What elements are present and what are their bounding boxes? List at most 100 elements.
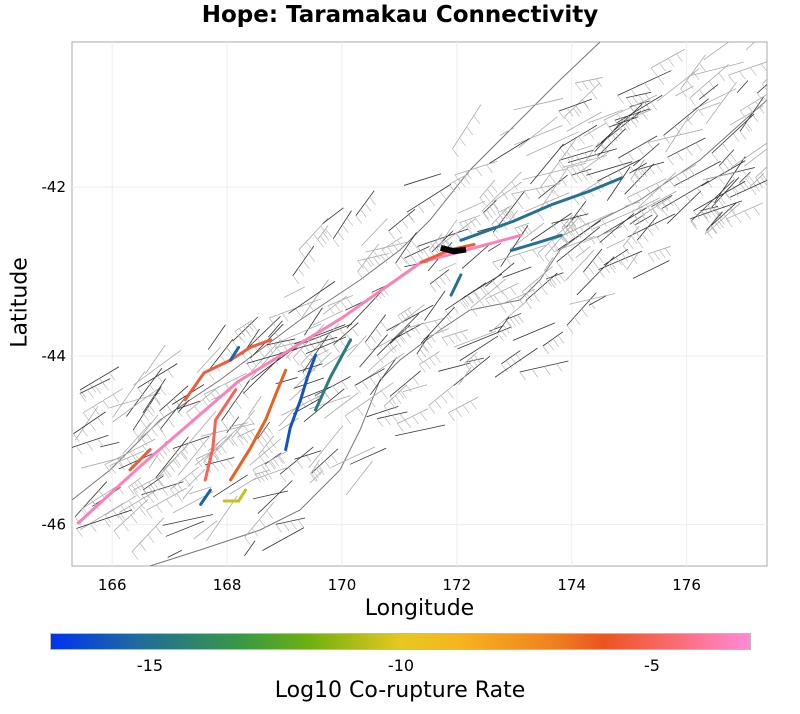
background-fault	[587, 109, 623, 124]
fault-dip-tick	[573, 197, 580, 206]
background-fault	[595, 111, 642, 148]
fault-dip-tick	[510, 356, 518, 366]
background-fault	[485, 262, 515, 288]
rupture-trace	[314, 338, 353, 412]
fault-dip-tick	[500, 328, 507, 338]
fault-dip-tick	[488, 293, 495, 302]
fault-dip-tick	[760, 176, 767, 185]
fault-dip-tick	[505, 360, 513, 369]
fault-dip-tick	[504, 208, 512, 218]
background-fault	[633, 161, 665, 172]
fault-dip-tick	[128, 500, 135, 509]
fault-dip-tick	[521, 291, 529, 300]
y-tick-label: -44	[42, 347, 67, 365]
fault-dip-tick	[470, 357, 478, 366]
fault-dip-tick	[157, 375, 164, 384]
background-fault	[729, 179, 767, 198]
background-fault	[627, 213, 676, 238]
fault-dip-tick	[117, 514, 125, 523]
fault-dip-tick	[112, 394, 120, 403]
fault-dip-tick	[564, 116, 571, 125]
fault-dip-tick	[170, 488, 177, 498]
fault-dip-tick	[566, 325, 574, 334]
fault-dip-tick	[575, 82, 582, 92]
fault-dip-tick	[657, 76, 665, 85]
background-fault	[511, 183, 561, 195]
fault-dip-tick	[292, 275, 300, 284]
background-fault	[193, 520, 218, 540]
fault-dip-tick	[429, 357, 436, 367]
background-fault	[485, 282, 519, 300]
background-fault	[690, 61, 745, 76]
fault-dip-tick	[508, 211, 516, 220]
fault-dip-tick	[446, 240, 453, 249]
background-fault	[248, 396, 262, 416]
background-fault	[359, 334, 388, 368]
fault-dip-tick	[258, 473, 265, 482]
background-fault	[386, 304, 434, 332]
fault-dip-tick	[583, 271, 590, 281]
x-axis-label: Longitude	[364, 596, 475, 621]
background-fault	[729, 105, 764, 126]
fault-dip-tick	[333, 344, 340, 353]
fault-dip-tick	[641, 215, 649, 224]
background-fault	[461, 242, 492, 269]
fault-dip-tick	[391, 415, 399, 424]
background-fault	[148, 453, 159, 469]
fault-dip-tick	[731, 184, 739, 193]
fault-dip-tick	[634, 173, 641, 183]
fault-dip-tick	[732, 188, 739, 197]
fault-dip-tick	[228, 410, 235, 419]
background-fault	[331, 446, 376, 468]
fault-dip-tick	[417, 204, 425, 214]
fault-dip-tick	[486, 164, 493, 173]
fault-dip-tick	[147, 495, 155, 504]
background-fault	[207, 435, 228, 452]
background-fault	[606, 166, 631, 201]
fault-dip-tick	[580, 164, 588, 173]
fault-dip-tick	[140, 437, 148, 446]
fault-dip-tick	[674, 126, 682, 135]
fault-dip-tick	[492, 261, 499, 271]
background-fault	[118, 453, 153, 470]
background-fault	[167, 549, 183, 558]
fault-dip-tick	[245, 432, 253, 442]
fault-dip-tick	[789, 70, 795, 78]
fault-dip-tick	[566, 107, 574, 117]
fault-dip-tick	[381, 390, 388, 399]
fault-dip-tick	[473, 290, 481, 300]
fault-dip-tick	[519, 371, 526, 381]
fault-dip-tick	[104, 464, 111, 473]
fault-dip-tick	[231, 438, 238, 447]
fault-dip-tick	[553, 245, 561, 255]
fault-dip-tick	[156, 477, 163, 487]
fault-dip-tick	[673, 201, 680, 210]
background-fault	[542, 331, 564, 347]
fault-dip-tick	[616, 113, 624, 122]
background-fault	[656, 68, 700, 102]
fault-dip-tick	[502, 324, 510, 334]
fault-dip-tick	[571, 166, 578, 175]
fault-dip-tick	[666, 197, 674, 207]
fault-dip-tick	[327, 333, 334, 342]
fault-dip-tick	[314, 466, 322, 476]
fault-dip-tick	[452, 148, 459, 158]
fault-dip-tick	[466, 126, 473, 135]
background-fault	[324, 392, 359, 419]
fault-dip-tick	[584, 152, 591, 161]
background-fault	[322, 343, 358, 368]
fault-dip-tick	[448, 183, 456, 193]
fault-dip-tick	[537, 253, 545, 262]
background-fault	[586, 161, 633, 176]
fault-dip-tick	[743, 123, 750, 132]
fault-dip-tick	[705, 179, 713, 188]
background-fault	[745, 42, 756, 51]
background-fault	[357, 243, 379, 272]
fault-dip-tick	[723, 214, 731, 223]
fault-dip-tick	[131, 551, 139, 560]
fault-dip-tick	[455, 408, 463, 418]
fault-dip-tick	[102, 400, 110, 409]
fault-dip-tick	[693, 210, 700, 220]
colorbar-tick: -5	[644, 656, 660, 675]
fault-dip-tick	[237, 431, 244, 440]
